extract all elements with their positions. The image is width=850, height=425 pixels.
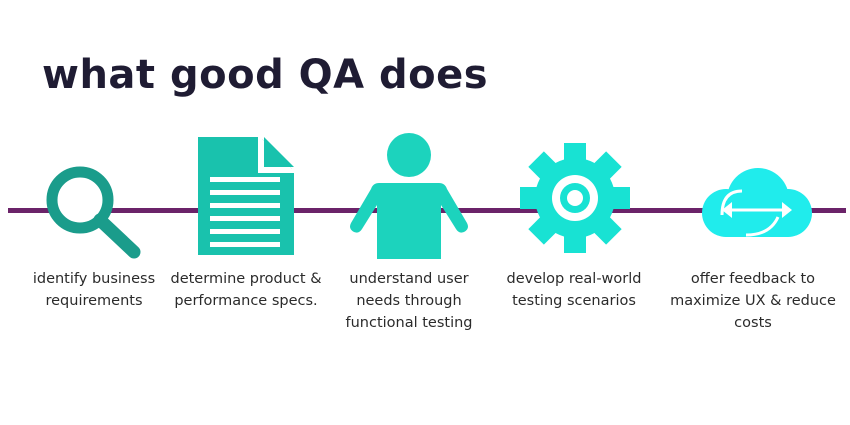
step-caption-determine: determine product & performance specs.: [170, 271, 322, 309]
gear-icon: [520, 143, 630, 253]
page-title: what good QA does: [42, 52, 489, 98]
cloud-icon: [702, 168, 812, 237]
step-caption-identify: identify business requirements: [32, 271, 156, 309]
step-caption-understand: understand user needs through functional…: [345, 271, 473, 331]
document-icon: [198, 137, 294, 255]
search-icon: [46, 166, 141, 259]
step-caption-feedback: offer feedback to maximize UX & reduce c…: [670, 271, 836, 331]
person-icon: [350, 133, 468, 259]
step-caption-develop: develop real-world testing scenarios: [506, 271, 642, 309]
